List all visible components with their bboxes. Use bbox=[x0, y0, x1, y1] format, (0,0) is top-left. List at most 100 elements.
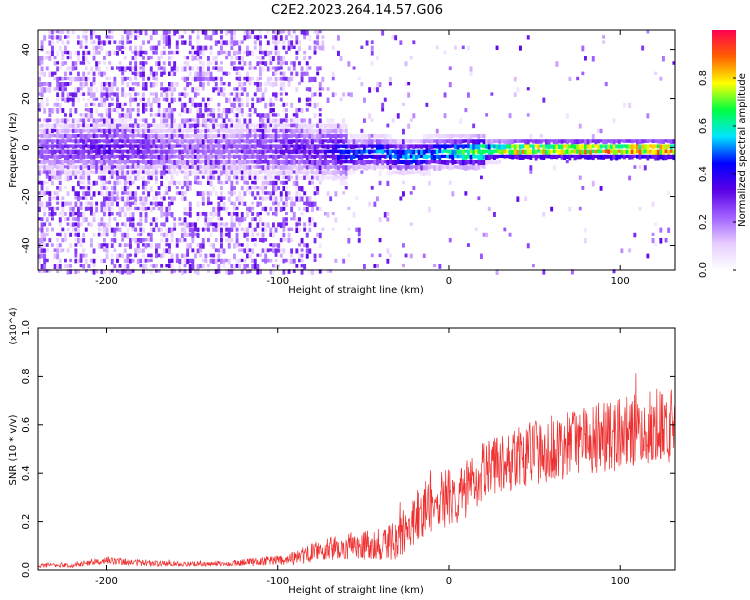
spectrogram-cell bbox=[162, 212, 166, 217]
spectrogram-cell bbox=[337, 165, 340, 171]
spectrogram-cell bbox=[95, 139, 99, 144]
spectrogram-cell bbox=[303, 118, 307, 123]
spectrogram-cell bbox=[290, 217, 294, 221]
spectrogram-cell bbox=[48, 35, 52, 39]
spectrogram-cell bbox=[157, 97, 161, 102]
spectrogram-cell bbox=[344, 175, 348, 180]
spectrogram-cell bbox=[381, 154, 385, 159]
spectrogram-cell bbox=[100, 118, 104, 122]
spectrogram-cell bbox=[58, 165, 62, 170]
spectrogram-cell bbox=[113, 196, 117, 202]
spectrogram-cell bbox=[264, 87, 268, 93]
spectrogram-cell bbox=[300, 118, 304, 123]
spectrogram-cell bbox=[612, 144, 616, 151]
spectrogram-cell bbox=[485, 232, 489, 238]
spectrogram-cell bbox=[38, 196, 41, 202]
spectrogram-cell bbox=[612, 154, 616, 160]
spectrogram-cell bbox=[651, 149, 655, 155]
spectrogram-cell bbox=[399, 149, 403, 156]
spectrogram-cell bbox=[207, 108, 210, 112]
spectrogram-cell bbox=[334, 139, 338, 145]
spectrogram-cell bbox=[97, 144, 101, 150]
spectrogram-cell bbox=[651, 238, 655, 244]
spectrogram-cell bbox=[157, 160, 161, 165]
spectrogram-cell bbox=[71, 92, 75, 98]
spectrogram-cell bbox=[214, 40, 218, 46]
spectrogram-cell bbox=[84, 66, 88, 70]
spectrogram-cell bbox=[126, 217, 130, 222]
spectrogram-cell bbox=[113, 186, 117, 191]
spectrogram-cell bbox=[646, 154, 650, 161]
spectrogram-cell bbox=[243, 134, 247, 138]
spectrogram-cell bbox=[269, 82, 273, 87]
spectrogram-cell bbox=[225, 165, 229, 170]
spectrogram-cell bbox=[511, 144, 515, 149]
spectrogram-cell bbox=[97, 149, 101, 155]
spectrogram-cell bbox=[45, 154, 49, 161]
spectrogram-cell bbox=[170, 144, 174, 150]
spectrogram-cell bbox=[204, 108, 208, 113]
spectrogram-cell bbox=[537, 149, 541, 153]
spectrogram-cell bbox=[238, 108, 242, 114]
spectrogram-cell bbox=[240, 227, 244, 231]
spectrogram-cell bbox=[53, 160, 57, 166]
spectrogram-cell bbox=[485, 139, 489, 144]
spectrogram-cell bbox=[331, 160, 335, 165]
spectrogram-cell bbox=[251, 165, 255, 169]
spectrogram-cell bbox=[321, 35, 325, 39]
spectrogram-cell bbox=[274, 35, 278, 41]
spectrogram-cell bbox=[56, 238, 60, 242]
spectrogram-cell bbox=[43, 238, 47, 242]
spectrogram-cell bbox=[287, 144, 291, 150]
spectrogram-cell bbox=[311, 144, 314, 150]
spectrogram-cell bbox=[123, 102, 127, 106]
spectrogram-cell bbox=[110, 269, 114, 273]
spectrogram-cell bbox=[69, 71, 73, 76]
spectrogram-cell bbox=[225, 170, 229, 177]
spectrogram-cell bbox=[311, 206, 314, 212]
spectrogram-cell bbox=[350, 170, 353, 175]
spectrogram-cell bbox=[495, 139, 499, 144]
spectrogram-cell bbox=[188, 128, 192, 133]
spectrogram-cell bbox=[326, 154, 330, 158]
spectrogram-cell bbox=[95, 269, 99, 274]
spectrogram-cell bbox=[290, 206, 294, 213]
spectrogram-cell bbox=[136, 108, 140, 113]
spectrogram-cell bbox=[389, 134, 392, 139]
spectrogram-cell bbox=[233, 212, 236, 216]
spectrogram-cell bbox=[628, 175, 632, 181]
spectrogram-cell bbox=[212, 160, 216, 166]
spectrogram-cell bbox=[129, 149, 132, 154]
spectrogram-cell bbox=[599, 149, 603, 154]
spectrogram-cell bbox=[160, 264, 164, 268]
spectrogram-cell bbox=[285, 196, 288, 202]
spectrogram-cell bbox=[277, 61, 281, 65]
spectrogram-cell bbox=[560, 139, 564, 144]
spectrogram-cell bbox=[194, 253, 197, 259]
spectrogram-cell bbox=[472, 144, 476, 151]
spectrogram-cell bbox=[272, 139, 275, 143]
spectrogram-cell bbox=[389, 139, 392, 145]
spectrogram-cell bbox=[220, 258, 223, 264]
spectrogram-cell bbox=[38, 206, 41, 212]
spectrogram-cell bbox=[168, 35, 171, 41]
spectrogram-cell bbox=[191, 102, 195, 107]
spectrogram-cell bbox=[409, 149, 413, 155]
spectrogram-cell bbox=[183, 232, 187, 237]
spectrogram-cell bbox=[633, 165, 637, 169]
spectrogram-cell bbox=[357, 232, 361, 237]
spectrogram-cell bbox=[526, 113, 530, 117]
spectrogram-cell bbox=[220, 123, 223, 129]
spectrogram-cell bbox=[220, 134, 223, 138]
spectrogram-cell bbox=[118, 40, 122, 45]
spectrogram-cell bbox=[58, 76, 62, 81]
spectrogram-cell bbox=[555, 149, 559, 154]
spectrogram-cell bbox=[357, 160, 361, 165]
spectrogram-cell bbox=[290, 144, 294, 148]
spectrogram-cell bbox=[402, 180, 405, 185]
spectrogram-cell bbox=[253, 40, 257, 45]
spectrogram-cell bbox=[451, 191, 455, 197]
spectrogram-cell bbox=[285, 102, 288, 107]
spectrogram-cell bbox=[269, 123, 273, 128]
spectrogram-cell bbox=[84, 217, 88, 222]
